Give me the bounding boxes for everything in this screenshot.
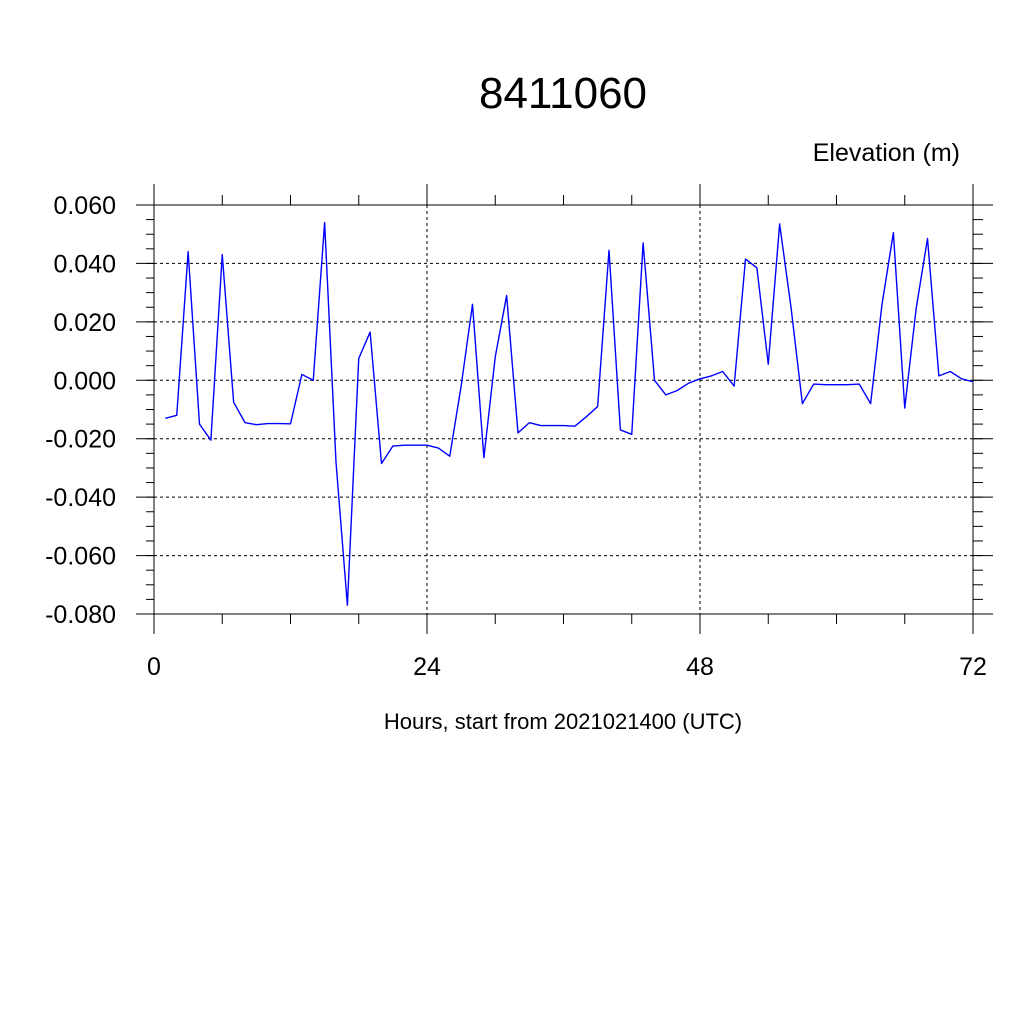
- y-tick-label: -0.060: [45, 543, 116, 571]
- y-tick-label: 0.060: [53, 192, 116, 220]
- tick-labels: -0.080 -0.060 -0.040 -0.020 0.000 0.020 0.040 0…: [45, 192, 987, 681]
- y-tick-label: 0.000: [53, 367, 116, 395]
- series-layer: [165, 221, 974, 606]
- chart-title: 8411060: [479, 69, 647, 118]
- y-tick-label: -0.080: [45, 601, 116, 629]
- grid-lines: [154, 205, 973, 614]
- x-tick-label: 0: [147, 653, 161, 681]
- axis-ticks: [136, 184, 993, 634]
- x-axis-label: Hours, start from 2021021400 (UTC): [384, 709, 742, 734]
- y-tick-label: -0.040: [45, 484, 116, 512]
- elevation-line: [165, 221, 974, 606]
- y-axis-label: Elevation (m): [813, 139, 960, 167]
- y-tick-label: 0.040: [53, 250, 116, 278]
- plot-frame: [136, 184, 993, 634]
- y-tick-label: 0.020: [53, 309, 116, 337]
- x-tick-label: 48: [686, 653, 714, 681]
- x-tick-label: 24: [413, 653, 441, 681]
- y-tick-label: -0.020: [45, 426, 116, 454]
- x-tick-label: 72: [959, 653, 987, 681]
